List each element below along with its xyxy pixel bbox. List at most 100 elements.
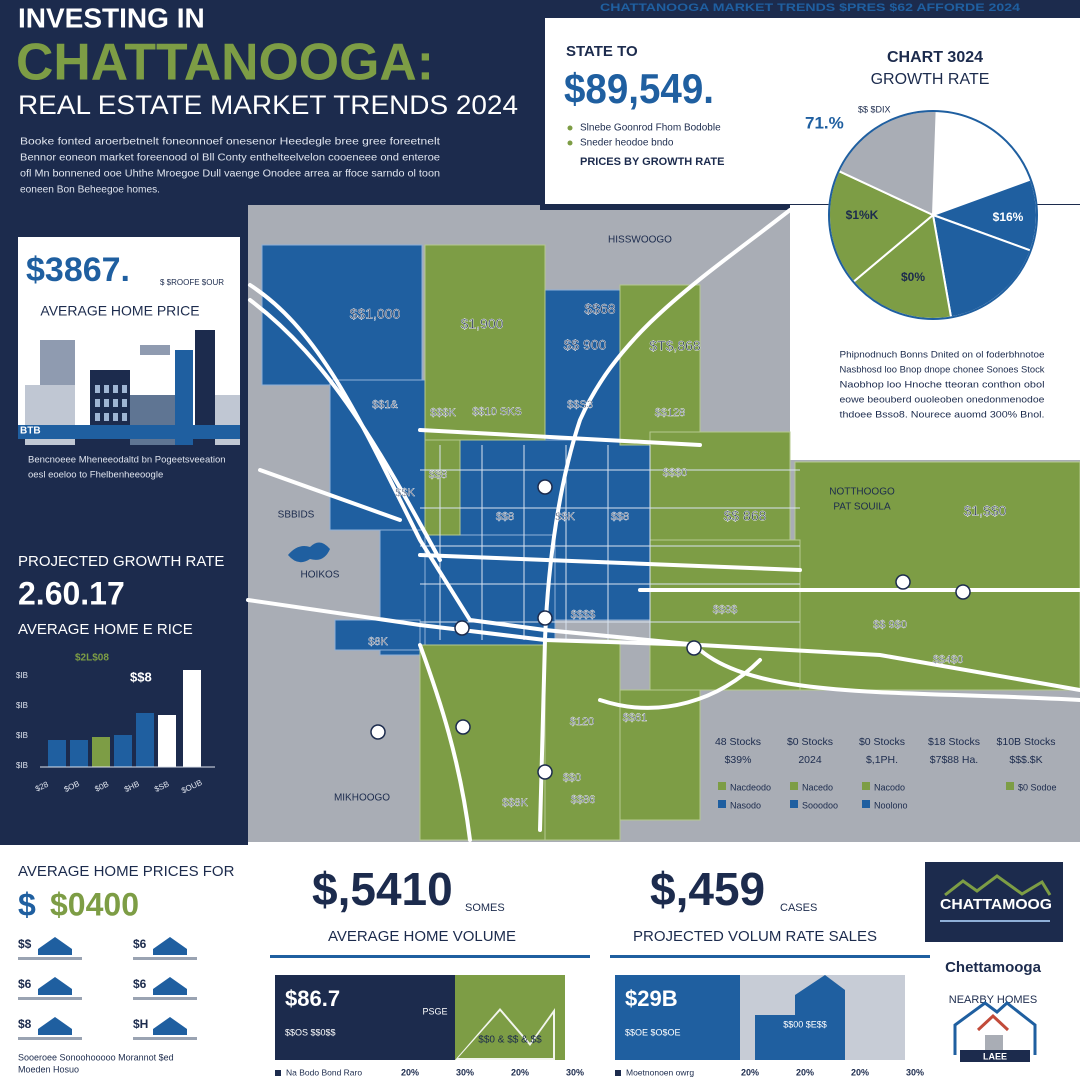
map-district: [619, 284, 701, 446]
logo-roofline: [944, 874, 1052, 897]
icon-label: $6: [133, 977, 147, 991]
map-junction: [895, 574, 911, 590]
map-label: $$8K: [502, 797, 528, 809]
map-label: $$ 900: [564, 337, 607, 353]
block-note: $$OS $$0$$: [285, 1027, 336, 1037]
map-river: [288, 542, 330, 563]
scale-label: 20%: [511, 1067, 529, 1077]
map-label: $$10 SKS: [472, 406, 522, 418]
skyline-building: [175, 350, 193, 445]
map-district: [544, 639, 621, 841]
bullet-dot: [567, 140, 573, 146]
house-outline: [953, 1001, 1037, 1055]
stat-unit: SOMES: [465, 902, 505, 914]
brand-name: Chettamooga: [945, 959, 1041, 976]
legend-title: $10B Stocks: [997, 736, 1056, 748]
bullet-dot: [567, 125, 573, 131]
footer-note: Moeden Hosuo: [18, 1064, 79, 1074]
legend-item: Nacedo: [802, 782, 833, 792]
block-navy: [615, 975, 740, 1060]
icon-label: $6: [133, 937, 147, 951]
skyline-window: [104, 413, 109, 421]
map-label: $$$0: [663, 467, 687, 479]
map-label: $T$,868: [649, 338, 701, 354]
skyline-window: [95, 399, 100, 407]
bullet-text: Slnebe Goonrod Fhom Bodoble: [580, 123, 721, 134]
scale-label: 20%: [796, 1067, 814, 1077]
slice-label: $60%: [970, 145, 1001, 159]
price-note: Bencnoeee Mheneeodaltd bn Pogeetsveeatio…: [28, 455, 226, 466]
subtitle: REAL ESTATE MARKET TRENDS 2024: [18, 90, 518, 120]
legend-item: Nacdeodo: [730, 782, 771, 792]
icon-label: $H: [133, 1017, 148, 1031]
skyline-window: [122, 413, 127, 421]
block-navy: [275, 975, 415, 1060]
legend-item: Sooodoo: [802, 800, 838, 810]
stat-label: PROJECTED VOLUM RATE SALES: [633, 928, 877, 945]
legend-item: $0 Sodoe: [1018, 782, 1057, 792]
block-value: $29B: [625, 986, 678, 1011]
intro-text: eoneen Bon Beheegoe homes.: [20, 185, 160, 196]
roof-fill: [458, 1011, 553, 1058]
map-junction: [537, 610, 553, 626]
map-label: $$ 9$0: [873, 619, 907, 631]
legend-item: Noolono: [874, 800, 908, 810]
icon-label: $8: [18, 1017, 32, 1031]
house-roof: [976, 1013, 1010, 1032]
mini-bar: [48, 740, 66, 767]
legend-title: $0 Stocks: [859, 736, 905, 748]
stat-caption: PRICES BY GROWTH RATE: [580, 156, 724, 168]
map-label: $$0: [563, 772, 581, 784]
map-label: $1,900: [461, 316, 504, 332]
header-panel: [0, 0, 545, 210]
stat-number: $,5410: [312, 863, 453, 915]
map-district: [619, 689, 701, 821]
legend-value: $39%: [725, 754, 752, 766]
skyline-window: [113, 413, 118, 421]
intro-text: ofl Mn bonnened ooe Uhthe Mroegoe Dull v…: [20, 169, 440, 180]
mini-bar: [92, 737, 110, 767]
map-junction: [370, 724, 386, 740]
axis-label: $IB: [16, 731, 28, 740]
map-label: $$4$0: [933, 654, 964, 666]
map-label: $$9$: [713, 604, 737, 616]
skyline-label: BTB: [20, 426, 41, 437]
legend-value: $$$.$K: [1009, 754, 1042, 766]
skyline-window: [104, 399, 109, 407]
place-label: PAT SOUILA: [833, 502, 891, 513]
map-label: $$$K: [430, 407, 456, 419]
legend-swatch: [862, 800, 870, 808]
divider: [610, 955, 930, 958]
price-value: $3867.: [26, 251, 130, 289]
house-icon: [38, 977, 72, 995]
chart-subtitle: GROWTH RATE: [871, 71, 990, 88]
legend-chip: [275, 1070, 281, 1076]
map-road: [248, 298, 442, 562]
legend-value: 2024: [798, 754, 822, 766]
map-road: [698, 648, 1080, 702]
footer-currency: $: [18, 886, 36, 922]
callout-note: $$ $DIX: [858, 104, 891, 114]
map-label: $$61: [623, 712, 647, 724]
price-note: oesl eoeloo to Fhelbenheeoogle: [28, 470, 163, 481]
growth-label: PROJECTED GROWTH RATE: [18, 553, 224, 570]
icon-label: $$: [18, 937, 32, 951]
legend-chip: [615, 1070, 621, 1076]
map-label: $$8: [611, 511, 629, 523]
mini-bar: [70, 740, 88, 767]
legend-swatch: [1006, 782, 1014, 790]
chart-note: eowe beouberd ouoleoben onedonmenodoe: [840, 395, 1045, 406]
stat-label: STATE TO: [566, 43, 638, 60]
footer-title: AVERAGE HOME PRICES FOR: [18, 863, 235, 880]
banner: CHATTANOOGA MARKET TRENDS $PRES $62 AFFO…: [600, 2, 1021, 14]
block-tag: PSGE: [422, 1006, 447, 1016]
map-label: $$1,000: [350, 306, 401, 322]
growth-sublabel: AVERAGE HOME E RICE: [18, 621, 193, 638]
map-label: $$8: [496, 511, 514, 523]
scale-label: 30%: [906, 1067, 924, 1077]
legend-title: 48 Stocks: [715, 736, 761, 748]
house-tag: LAEE: [983, 1051, 1007, 1061]
block-tag: $$00 $E$$: [783, 1019, 827, 1029]
scale-label: 20%: [401, 1067, 419, 1077]
icon-label: $6: [18, 977, 32, 991]
